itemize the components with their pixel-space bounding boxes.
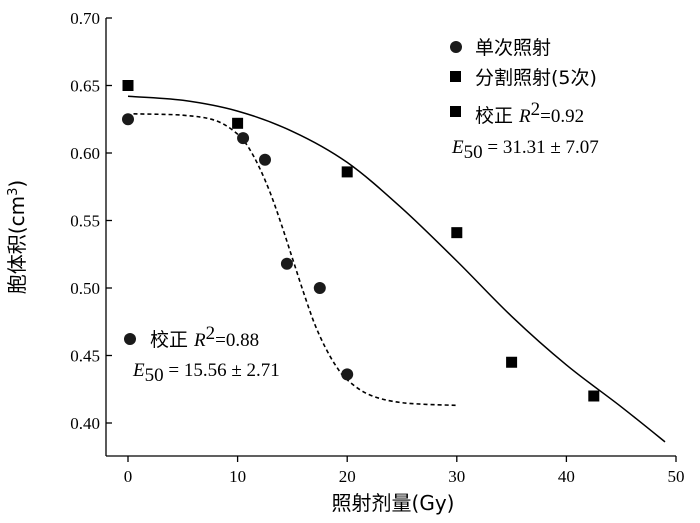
legend: 单次照射 分割照射(5次) xyxy=(450,37,597,117)
y-axis-title-close: ) xyxy=(5,180,29,188)
x-tick-label: 0 xyxy=(124,467,133,486)
y-axis-title: 胞体积(cm3) xyxy=(5,180,29,294)
y-axis-title-main: 胞体积(cm xyxy=(5,196,29,294)
y-tick-label: 0.65 xyxy=(70,77,100,96)
x-tick-label: 40 xyxy=(558,467,575,486)
x-tick-label: 10 xyxy=(229,467,246,486)
y-tick-label: 0.40 xyxy=(70,414,100,433)
x-axis-title: 照射剂量(Gy) xyxy=(332,491,455,515)
markers-fractionated xyxy=(122,80,600,402)
legend-circle-marker xyxy=(450,41,462,53)
data-point-single xyxy=(280,257,293,270)
y-ticks: 0.40 0.45 0.50 0.55 0.60 0.65 0.70 xyxy=(70,9,112,433)
data-point-fractionated xyxy=(451,227,463,239)
annotation-single-e50: E50 = 15.56 ± 2.71 xyxy=(132,360,280,386)
data-point-single xyxy=(313,282,326,294)
data-point-fractionated xyxy=(232,117,244,129)
y-tick-label: 0.45 xyxy=(70,347,100,366)
fit-curve-fractionated xyxy=(127,95,666,443)
annotation-fractionated: 校正 R2=0.92 E50 = 31.31 ± 7.07 xyxy=(451,99,599,163)
data-point-single xyxy=(259,153,271,166)
y-tick-label: 0.60 xyxy=(70,144,100,163)
annotation-fractionated-r2: 校正 R2=0.92 xyxy=(475,99,584,127)
legend-label-single: 单次照射 xyxy=(475,37,551,59)
x-tick-label: 20 xyxy=(339,467,356,486)
data-point-fractionated xyxy=(341,166,353,178)
x-tick-label: 50 xyxy=(668,467,685,486)
data-point-fractionated xyxy=(122,80,134,91)
legend-label-fractionated: 分割照射(5次) xyxy=(475,67,597,89)
annotation-square-marker xyxy=(450,106,461,117)
annotation-fractionated-e50: E50 = 31.31 ± 7.07 xyxy=(451,137,599,163)
y-axis-title-sup: 3 xyxy=(6,188,21,196)
y-tick-label: 0.55 xyxy=(70,212,100,231)
x-ticks: 0 10 20 30 40 50 xyxy=(124,456,685,486)
legend-square-marker xyxy=(450,71,461,82)
data-point-fractionated xyxy=(506,356,518,368)
data-point-single xyxy=(341,368,354,381)
y-tick-label: 0.50 xyxy=(70,279,100,298)
data-point-single xyxy=(237,132,250,145)
data-point-fractionated xyxy=(588,390,600,402)
annotation-single-r2: 校正 R2=0.88 xyxy=(150,323,259,351)
data-point-single xyxy=(122,113,134,126)
x-tick-label: 30 xyxy=(448,467,465,486)
fit-curve-single xyxy=(133,113,457,407)
y-tick-label: 0.70 xyxy=(70,9,100,28)
markers-single xyxy=(122,113,354,381)
annotation-single: 校正 R2=0.88 E50 = 15.56 ± 2.71 xyxy=(124,323,280,386)
annotation-circle-marker xyxy=(124,333,136,345)
